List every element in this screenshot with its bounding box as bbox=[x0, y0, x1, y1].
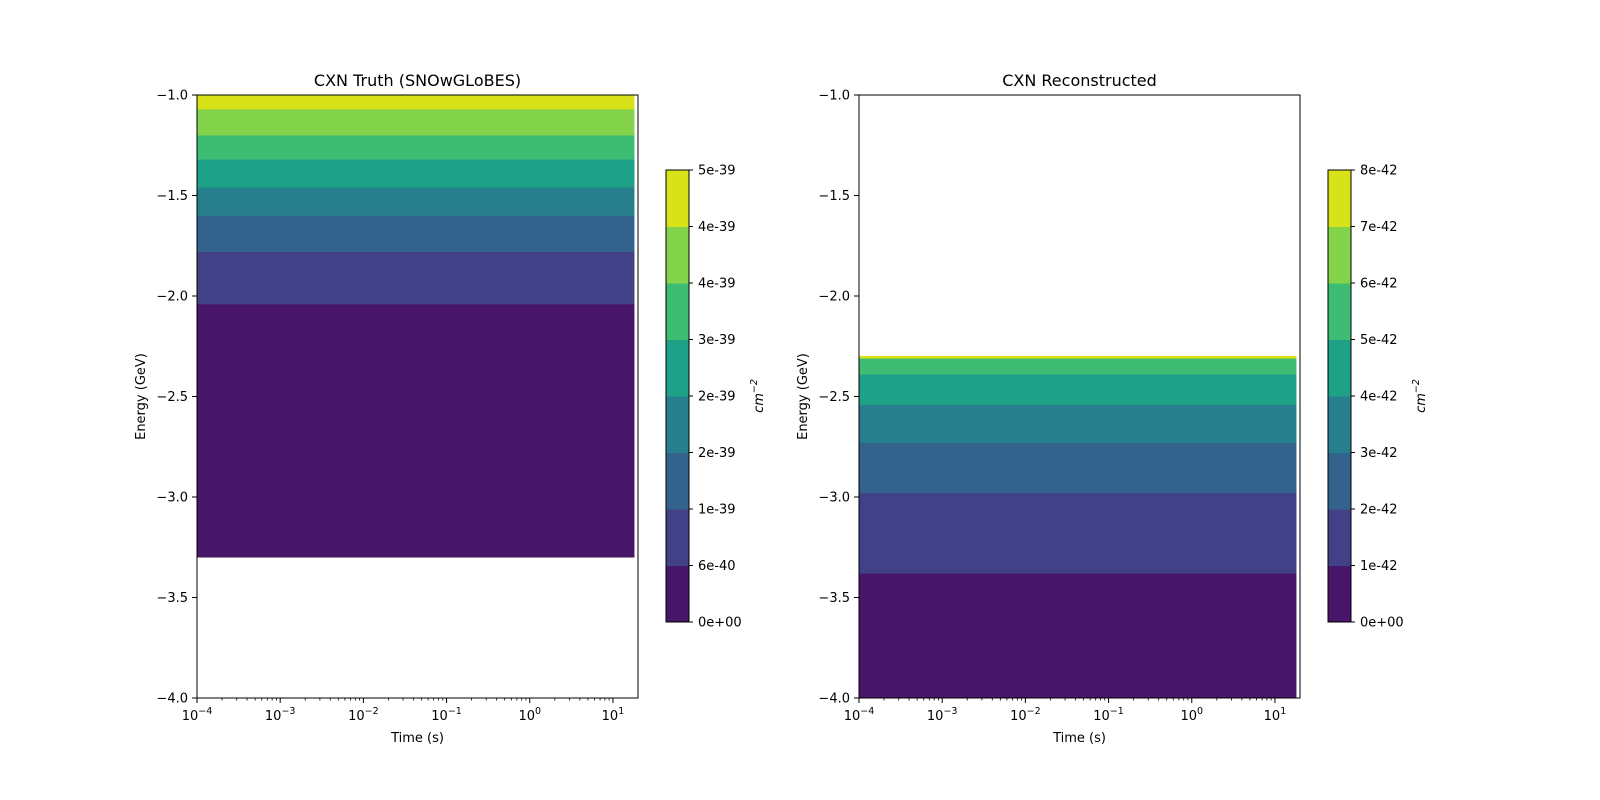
colorbar-segment-6 bbox=[666, 226, 689, 284]
colorbar-tick-label: 3e-39 bbox=[698, 333, 736, 348]
x-tick-label: 100 bbox=[1180, 706, 1203, 724]
colorbar-segment-5 bbox=[1328, 283, 1351, 340]
contour-band-3 bbox=[858, 404, 1297, 443]
reconstructed-panel: 10−4 10−3 10−2 10−1 100 101 −1.0 −1.5 −2.0 −2.5 −3… bbox=[796, 71, 1429, 746]
y-tick-label: −4.0 bbox=[156, 692, 188, 707]
contour-band-1 bbox=[858, 492, 1297, 574]
contour-band-0 bbox=[858, 573, 1297, 699]
colorbar-label: cm−2 bbox=[749, 379, 767, 413]
x-tick-label: 10−4 bbox=[182, 706, 213, 724]
chart-title: CXN Reconstructed bbox=[1002, 71, 1157, 90]
y-tick-label: −1.5 bbox=[156, 189, 188, 204]
colorbar-tick-label: 1e-42 bbox=[1360, 559, 1398, 574]
y-tick-label: −2.0 bbox=[156, 290, 188, 305]
x-axis-label: Time (s) bbox=[390, 731, 444, 746]
colorbar-segment-4 bbox=[666, 339, 689, 397]
contour-band-6 bbox=[196, 108, 635, 136]
y-axis-label: Energy (GeV) bbox=[796, 353, 811, 440]
colorbar-tick-label: 4e-39 bbox=[698, 277, 736, 292]
x-tick-label: 100 bbox=[518, 706, 541, 724]
contour-band-0 bbox=[196, 303, 635, 558]
y-tick-label: −2.5 bbox=[818, 390, 850, 405]
colorbar-tick-label: 0e+00 bbox=[698, 616, 742, 631]
colorbar-tick-label: 2e-39 bbox=[698, 446, 736, 461]
colorbar-tick-label: 5e-39 bbox=[698, 164, 736, 179]
colorbar-tick-label: 5e-42 bbox=[1360, 333, 1398, 348]
colorbar-segment-2 bbox=[666, 452, 689, 510]
colorbar-segment-3 bbox=[666, 396, 689, 453]
colorbar-segment-4 bbox=[1328, 339, 1351, 397]
colorbar-label: cm−2 bbox=[1411, 379, 1429, 413]
colorbar-tick-label: 4e-39 bbox=[698, 220, 736, 235]
colorbar-segment-3 bbox=[1328, 396, 1351, 453]
colorbar-segment-6 bbox=[1328, 226, 1351, 284]
colorbar-segment-7 bbox=[666, 170, 689, 227]
y-tick-label: −3.5 bbox=[156, 591, 188, 606]
y-tick-label: −1.5 bbox=[818, 189, 850, 204]
contour-band-5 bbox=[196, 134, 635, 160]
x-tick-label: 10−3 bbox=[265, 706, 296, 724]
chart-title: CXN Truth (SNOwGLoBES) bbox=[314, 71, 521, 90]
colorbar-tick-label: 4e-42 bbox=[1360, 390, 1398, 405]
colorbar-tick-label: 7e-42 bbox=[1360, 220, 1398, 235]
contour-band-3 bbox=[196, 187, 635, 216]
contour-band-2 bbox=[196, 215, 635, 253]
y-tick-label: −3.5 bbox=[818, 591, 850, 606]
x-tick-label: 10−1 bbox=[431, 706, 462, 724]
y-tick-label: −1.0 bbox=[156, 89, 188, 104]
contour-band-2 bbox=[858, 442, 1297, 494]
colorbar-segment-0 bbox=[1328, 565, 1351, 623]
contour-band-1 bbox=[196, 251, 635, 305]
x-tick-label: 101 bbox=[1264, 706, 1287, 724]
x-tick-label: 10−2 bbox=[1010, 706, 1041, 724]
colorbar-tick-label: 6e-42 bbox=[1360, 277, 1398, 292]
colorbar-tick-label: 2e-42 bbox=[1360, 503, 1398, 518]
colorbar-segment-7 bbox=[1328, 170, 1351, 227]
y-tick-label: −2.0 bbox=[818, 290, 850, 305]
colorbar-segment-0 bbox=[666, 565, 689, 623]
y-tick-label: −3.0 bbox=[818, 491, 850, 506]
colorbar-segment-1 bbox=[1328, 509, 1351, 566]
x-tick-label: 101 bbox=[602, 706, 625, 724]
colorbar-segment-1 bbox=[666, 509, 689, 566]
y-axis-label: Energy (GeV) bbox=[134, 353, 149, 440]
colorbar-tick-label: 6e-40 bbox=[698, 559, 736, 574]
y-tick-label: −1.0 bbox=[818, 89, 850, 104]
contour-band-7 bbox=[196, 94, 635, 110]
colorbar-tick-label: 2e-39 bbox=[698, 390, 736, 405]
colorbar-tick-label: 3e-42 bbox=[1360, 446, 1398, 461]
contour-band-5 bbox=[858, 358, 1297, 375]
contour-band-4 bbox=[858, 374, 1297, 405]
y-tick-label: −2.5 bbox=[156, 390, 188, 405]
y-tick-label: −3.0 bbox=[156, 491, 188, 506]
truth-panel: 10−4 10−3 10−2 10−1 100 101 −1.0 −1.5 −2.0 −2.5 −3… bbox=[134, 71, 767, 746]
colorbar-segment-2 bbox=[1328, 452, 1351, 510]
x-tick-label: 10−1 bbox=[1093, 706, 1124, 724]
x-tick-label: 10−3 bbox=[927, 706, 958, 724]
x-axis-label: Time (s) bbox=[1052, 731, 1106, 746]
colorbar-tick-label: 1e-39 bbox=[698, 503, 736, 518]
x-tick-label: 10−2 bbox=[348, 706, 379, 724]
colorbar-tick-label: 8e-42 bbox=[1360, 164, 1398, 179]
colorbar-segment-5 bbox=[666, 283, 689, 340]
contour-band-4 bbox=[196, 159, 635, 188]
y-tick-label: −4.0 bbox=[818, 692, 850, 707]
colorbar-tick-label: 0e+00 bbox=[1360, 616, 1404, 631]
contour-band-6 bbox=[858, 356, 1297, 359]
x-tick-label: 10−4 bbox=[844, 706, 875, 724]
